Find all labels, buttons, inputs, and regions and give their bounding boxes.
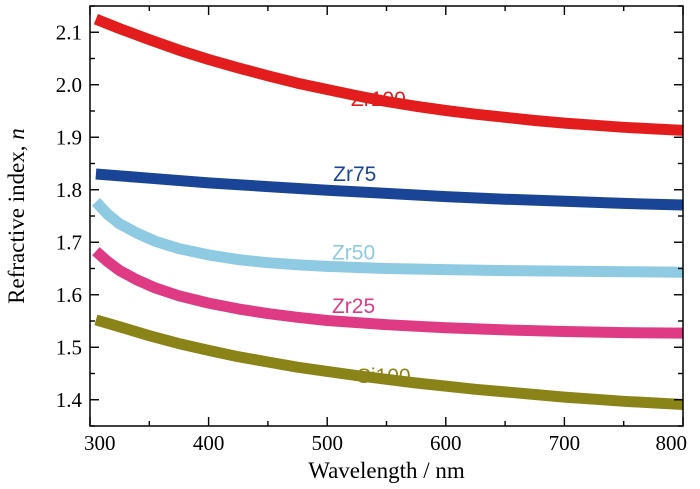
- y-tick-label: 2.1: [56, 20, 82, 44]
- y-tick-label: 1.8: [56, 178, 82, 202]
- plot-frame: [89, 5, 684, 427]
- x-tick-label: 300: [84, 431, 116, 455]
- x-tick-label: 800: [656, 431, 688, 455]
- series-line-zr25: [92, 247, 684, 339]
- y-axis-title: Refractive index, n: [4, 128, 29, 304]
- tick-labels-layer: 300 400 500 600 700 800 1.4 1.5 1.6 1.7 1.8 1.9 2.0 2…: [56, 20, 687, 455]
- y-axis-title-variable: n: [4, 128, 29, 140]
- y-tick-label: 1.5: [56, 335, 82, 359]
- series-label-si100: Si100: [357, 365, 411, 388]
- series-label-zr75: Zr75: [333, 163, 376, 186]
- x-tick-label: 500: [311, 431, 343, 455]
- ticks-layer: [89, 5, 684, 427]
- x-tick-label: 700: [549, 431, 581, 455]
- series-layer: [91, 13, 684, 410]
- x-tick-label: 600: [430, 431, 462, 455]
- series-line-si100: [94, 314, 684, 410]
- series-label-zr50: Zr50: [332, 242, 375, 265]
- y-tick-label: 1.9: [56, 125, 82, 149]
- y-tick-label: 1.7: [56, 230, 82, 254]
- series-label-zr100: Zr100: [351, 88, 406, 111]
- series-labels-layer: Zr100 Zr75 Zr50 Zr25 Si100: [332, 88, 411, 388]
- series-line-zr100: [93, 13, 684, 136]
- x-axis-title: Wavelength / nm: [308, 458, 465, 483]
- y-tick-label: 1.6: [56, 283, 82, 307]
- y-tick-label: 2.0: [56, 73, 82, 97]
- series-line-zr75: [95, 168, 684, 211]
- y-axis-title-main: Refractive index,: [4, 140, 29, 304]
- series-label-zr25: Zr25: [332, 295, 375, 318]
- series-line-zr50: [91, 198, 684, 278]
- x-tick-label: 400: [193, 431, 225, 455]
- y-tick-label: 1.4: [56, 388, 83, 412]
